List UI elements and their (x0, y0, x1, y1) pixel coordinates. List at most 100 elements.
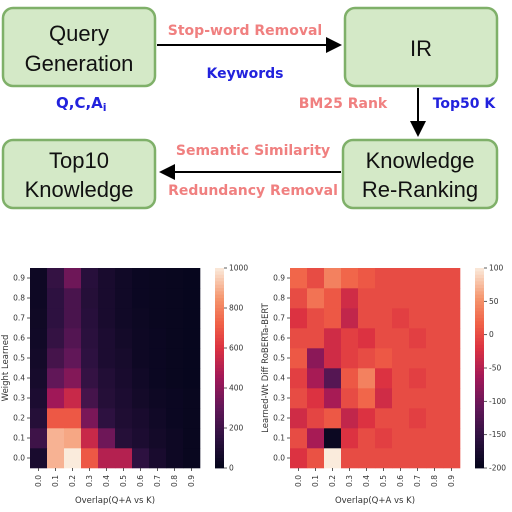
heatmap-cell (358, 408, 376, 429)
heatmap-cell (443, 348, 461, 369)
x-tick-label: 0.7 (413, 475, 422, 487)
heatmap-cell (149, 348, 167, 369)
heatmap-cell (426, 308, 444, 329)
heatmap-cell (81, 388, 99, 409)
heatmap-cell (132, 408, 150, 429)
colorbar-segment (215, 408, 224, 412)
colorbar-tick-label: 100 (489, 264, 504, 273)
colorbar-segment (215, 348, 224, 352)
colorbar-segment (215, 384, 224, 389)
heatmap-cell (166, 288, 184, 309)
colorbar-segment (475, 384, 484, 389)
heatmap-cell (392, 408, 410, 429)
heatmap-cell (183, 428, 201, 449)
heatmap-cell (324, 428, 342, 449)
colorbar-segment (475, 434, 484, 439)
heatmap-cell (47, 328, 65, 349)
colorbar-segment (475, 414, 484, 419)
colorbar-segment (215, 344, 224, 349)
x-tick-label: 0.1 (311, 475, 320, 487)
colorbar-tick-label: 0 (489, 330, 494, 339)
colorbar-segment (475, 321, 484, 326)
y-tick-label: 0.8 (273, 294, 285, 303)
colorbar-segment (215, 304, 224, 309)
colorbar-segment (475, 458, 484, 462)
heatmap-cell (166, 308, 184, 329)
colorbar-segment (475, 428, 484, 432)
x-tick-label: 0.8 (430, 475, 439, 487)
colorbar-segment (215, 288, 224, 292)
heatmap-cell (307, 448, 325, 469)
heatmap-cell (30, 308, 48, 329)
y-tick-label: 0.6 (273, 334, 285, 343)
heatmap-cell (115, 288, 133, 309)
heatmap-cell (307, 428, 325, 449)
heatmap-cell (392, 268, 410, 289)
heatmap-wt-diff: 0.0 0.1 0.2 0.3 0.4 0.5 0.6 0.7 0.8 0.9 0.0 0.1 0.2 0… (261, 264, 506, 507)
x-tick-label: 0.9 (447, 475, 456, 487)
heatmap-cell (64, 408, 82, 429)
heatmap-cell (290, 448, 308, 469)
heatmap-cell (64, 328, 82, 349)
colorbar-segment (215, 284, 224, 289)
heatmap-cell (183, 268, 201, 289)
colorbar-segment (215, 341, 224, 346)
colorbar-segment (475, 288, 484, 292)
heatmap-cell (64, 428, 82, 449)
knowledge-reranking-line2: Re-Ranking (362, 177, 478, 202)
colorbar-segment (475, 281, 484, 286)
heatmap-cell (290, 368, 308, 389)
colorbar-segment (215, 441, 224, 446)
heatmap-cell (341, 448, 359, 469)
colorbar-tick-label: -100 (489, 397, 506, 406)
heatmap-cell (98, 308, 116, 329)
heatmap-cell (132, 388, 150, 409)
heatmap-cell (443, 308, 461, 329)
colorbar-segment (215, 371, 224, 376)
heatmap-cell (64, 348, 82, 369)
x-tick-label: 0.2 (328, 475, 337, 487)
heatmap-cell (392, 288, 410, 309)
heatmap-cell (98, 408, 116, 429)
heatmap-cell (47, 368, 65, 389)
y-tick-label: 0.6 (13, 334, 25, 343)
heatmap-cell (290, 328, 308, 349)
heatmap-cell (81, 348, 99, 369)
colorbar-segment (475, 301, 484, 306)
colorbar-segment (215, 418, 224, 422)
x-tick-label: 0.4 (102, 475, 111, 487)
colorbar-segment (475, 424, 484, 429)
heatmap-cell (30, 368, 48, 389)
heatmap-cell (149, 428, 167, 449)
colorbar-segment (215, 308, 224, 312)
colorbar-segment (215, 391, 224, 396)
heatmap-cell (324, 448, 342, 469)
colorbar-segment (475, 368, 484, 372)
heatmap-cell (324, 368, 342, 389)
heatmap-cell (98, 448, 116, 469)
x-tick-label: 0.3 (85, 475, 94, 487)
heatmap-cell (443, 288, 461, 309)
colorbar-segment (475, 354, 484, 359)
heatmap-cell (375, 368, 393, 389)
heatmap-cell (47, 428, 65, 449)
heatmap-cell (375, 308, 393, 329)
heatmap-cell (183, 368, 201, 389)
top10-knowledge-line2: Knowledge (25, 177, 134, 202)
colorbar-segment (475, 344, 484, 349)
heatmap-cell (115, 408, 133, 429)
qca-label: Q,C,Ai (56, 94, 107, 114)
colorbar-segment (215, 311, 224, 316)
heatmap-colorbar: 100 50 0 -50 -100 -150 -200 (475, 264, 506, 473)
heatmap-cell (375, 388, 393, 409)
heatmap-cell (426, 268, 444, 289)
colorbar-segment (215, 358, 224, 362)
colorbar-segment (475, 314, 484, 319)
bm25-rank-label: BM25 Rank (299, 96, 388, 112)
redundancy-removal-label: Redundancy Removal (168, 183, 338, 199)
colorbar-segment (475, 358, 484, 362)
x-tick-label: 0.0 (294, 475, 303, 487)
y-tick-label: 0.9 (273, 274, 285, 283)
colorbar-segment (215, 374, 224, 379)
